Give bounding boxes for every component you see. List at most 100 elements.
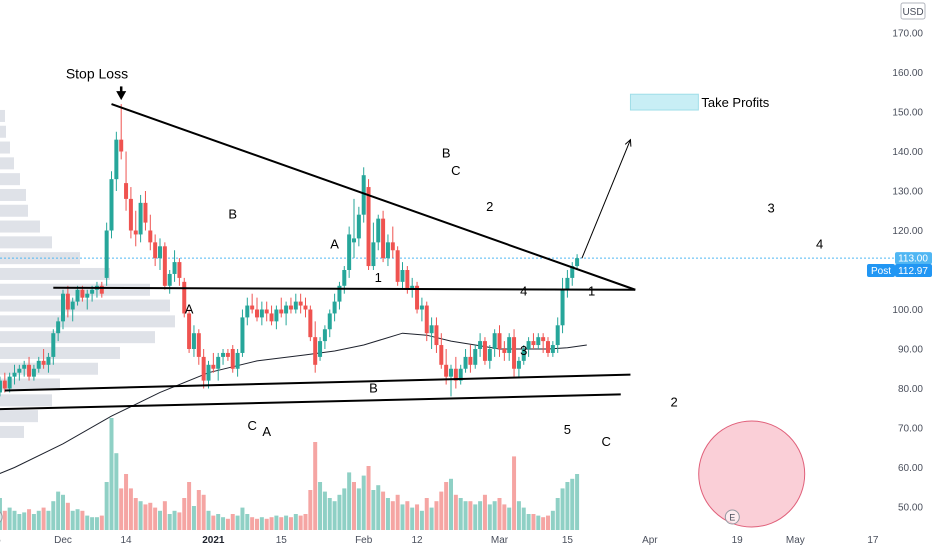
volume-bar [531,514,536,530]
volume-bar [75,509,80,530]
candle-body [158,246,162,259]
price-tick-label: 140.00 [892,147,923,158]
candle-body [390,242,395,251]
volume-bar [516,501,521,530]
price-tick-label: 90.00 [898,345,923,356]
stop-loss-label: Stop Loss [66,65,128,81]
volume-bar [2,510,7,530]
volume-bar [298,515,303,530]
volume-bar [308,490,313,530]
volume-bar [492,501,497,530]
volume-bar [507,507,512,530]
volume-bar [376,485,381,530]
wave-label: A [185,301,194,316]
volume-bar [70,510,75,530]
volume-bar [361,475,366,530]
price-tick-label: 70.00 [898,424,923,435]
volume-bar [458,498,463,530]
volume-bar [288,517,293,530]
time-tick-label: May [786,535,805,546]
candle-body [284,305,289,314]
projection-arrow-head [624,138,632,147]
volume-bar [521,507,526,530]
candle-body [429,325,434,334]
time-tick-label: 19 [732,535,744,546]
volume-bar [85,515,90,530]
candle-body [492,333,497,349]
volume-bar [434,501,439,530]
volume-profile-bar [0,425,24,438]
candle-body [560,289,565,326]
time-tick-label: 15 [276,535,288,546]
wave-label: 4 [816,236,823,251]
candle-body [85,293,90,298]
volume-bar [153,507,158,530]
volume-highlight-circle [698,420,806,528]
candle-body [133,230,138,235]
volume-bar [546,515,550,530]
candle-body [235,352,240,369]
volume-profile-bar [0,331,155,344]
time-axis[interactable]: 16Dec14202115Feb12Mar15Apr19May17Jun [0,535,932,546]
currency-badge[interactable] [900,2,926,20]
post-market-tag-prefix [867,264,895,277]
candle-body [104,230,109,278]
current-price-tag [895,252,932,265]
volume-bar [94,517,99,530]
candle-body [46,356,51,365]
volume-profile-bar [0,141,10,154]
candle-body [575,258,580,267]
volume-bar [274,515,279,530]
volume-bar [526,514,531,530]
earnings-icon [0,511,3,523]
volume-bar [560,488,565,530]
volume-profile-bar [0,315,175,328]
time-tick-label: Apr [642,535,658,546]
take-profit-zone [629,93,699,111]
volume-profile-bar [0,188,26,201]
volume-bar [240,507,245,530]
volume-profile-bar [0,394,52,407]
candle-body [478,341,483,349]
candle-body [206,364,211,381]
volume-bar [109,418,114,530]
earnings-label: E [729,513,735,523]
time-tick-label: Feb [355,535,373,546]
volume-profile-bar [0,109,5,122]
candle-body [415,285,420,310]
price-tick-label: 60.00 [898,463,923,474]
candle-body [177,262,182,278]
price-tick-label: 160.00 [892,68,923,79]
candle-body [308,309,313,338]
projection-arrow-line [581,139,631,259]
candle-body [318,341,323,357]
candle-body [75,289,80,302]
candle-body [419,305,424,310]
volume-profile-bar [0,267,110,280]
candle-body [216,356,221,369]
volume-bar [502,504,507,530]
volume-bar [371,490,376,530]
candle-body [298,301,303,306]
candle-body [332,301,337,314]
candle-body [439,345,444,365]
candle-body [293,301,298,310]
trendline [0,393,621,411]
candle-body [366,187,371,267]
candle-body [516,360,521,369]
candle-body [521,349,526,361]
candle-body [245,305,250,318]
candle-body [502,349,507,353]
candle-body [36,360,41,369]
volume-bar [473,504,478,530]
volume-bar [17,514,22,530]
candle-body [385,242,390,259]
candle-body [172,262,177,274]
volume-bar [400,504,405,530]
candle-body [240,317,245,353]
volume-bar [366,466,371,530]
candle-body [90,289,95,294]
trendlines [0,103,636,411]
candle-body [322,329,327,342]
